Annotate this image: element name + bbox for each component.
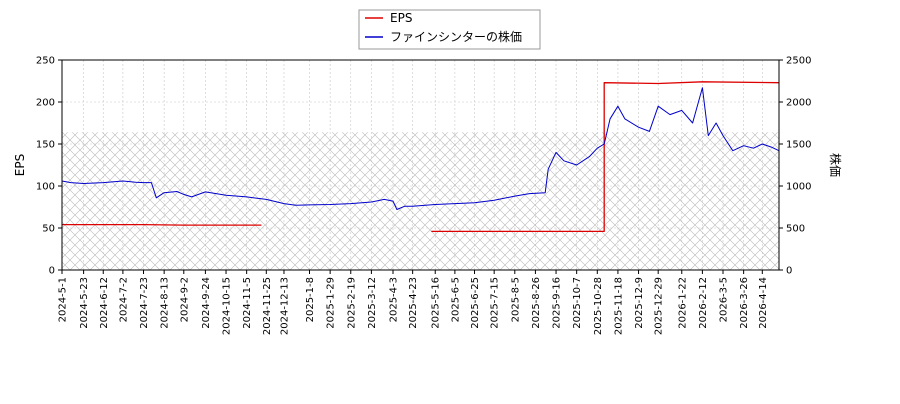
x-tick-label: 2024-9-2 (179, 277, 190, 322)
x-tick-label: 2025-9-16 (552, 277, 563, 329)
x-tick-label: 2025-6-25 (470, 277, 481, 329)
x-tick-label: 2026-4-14 (758, 277, 769, 329)
left-axis-ticks: 0 50 100 150 200 250 (36, 56, 62, 277)
left-tick-label: 200 (36, 98, 55, 109)
series-line-eps (62, 223, 262, 226)
series-line-price (62, 87, 779, 210)
x-tick-label: 2025-4-23 (408, 277, 419, 329)
left-tick-label: 150 (36, 140, 55, 151)
left-tick-label: 0 (49, 266, 55, 277)
x-tick-label: 2025-7-15 (490, 277, 501, 329)
x-tick-label: 2025-10-7 (572, 277, 583, 329)
y-axis-right-title: 株価 (828, 153, 843, 177)
x-tick-label: 2025-1-29 (326, 277, 337, 329)
x-tick-label: 2024-7-2 (118, 277, 129, 322)
legend: EPS ファインシンターの株価 (358, 9, 541, 50)
x-tick-label: 2024-9-24 (201, 277, 212, 329)
x-tick-label: 2025-12-29 (654, 277, 665, 335)
series-line-eps (431, 81, 779, 233)
left-tick-label: 50 (42, 224, 55, 235)
x-axis-ticks: 2024-5-1 2024-5-23 2024-6-12 2024-7-2 2024-7… (58, 270, 769, 335)
x-tick-label: 2024-8-13 (160, 277, 171, 329)
x-tick-label: 2024-6-12 (99, 277, 110, 329)
x-tick-label: 2026-3-5 (719, 277, 730, 322)
left-tick-label: 250 (36, 56, 55, 67)
x-tick-label: 2024-7-23 (139, 277, 150, 329)
x-tick-label: 2025-8-26 (531, 277, 542, 329)
x-tick-label: 2024-12-13 (279, 277, 290, 335)
x-tick-label: 2025-11-18 (613, 277, 624, 335)
x-tick-label: 2024-5-23 (79, 277, 90, 329)
x-tick-label: 2025-8-5 (510, 277, 521, 322)
right-tick-label: 1000 (786, 182, 811, 193)
x-tick-label: 2025-2-19 (346, 277, 357, 329)
right-tick-label: 2500 (786, 56, 811, 67)
x-tick-label: 2025-6-5 (450, 277, 461, 322)
right-axis-ticks: 0 500 1000 1500 2000 2500 (779, 56, 811, 277)
x-tick-label: 2024-5-1 (58, 277, 69, 322)
x-tick-label: 2026-2-12 (698, 277, 709, 329)
x-tick-label: 2025-3-12 (367, 277, 378, 329)
right-tick-label: 0 (786, 266, 792, 277)
x-tick-label: 2025-5-16 (431, 277, 442, 329)
x-tick-label: 2025-10-28 (593, 277, 604, 335)
x-tick-label: 2025-1-8 (305, 277, 316, 322)
right-tick-label: 2000 (786, 98, 811, 109)
x-tick-label: 2026-3-26 (739, 277, 750, 329)
right-tick-label: 500 (786, 224, 805, 235)
x-tick-label: 2026-1-22 (677, 277, 688, 329)
shaded-band (62, 132, 779, 270)
plot-frame (61, 59, 780, 271)
legend-label-eps: EPS (390, 11, 412, 25)
left-tick-label: 100 (36, 182, 55, 193)
right-tick-label: 1500 (786, 140, 811, 151)
x-tick-label: 2024-11-25 (262, 277, 273, 335)
x-tick-label: 2024-11-5 (242, 277, 253, 329)
legend-box (358, 9, 541, 50)
x-tick-label: 2025-4-3 (388, 277, 399, 322)
series-layer (62, 81, 779, 233)
y-axis-left-title: EPS (13, 154, 27, 176)
x-tick-label: 2024-10-15 (222, 277, 233, 335)
legend-label-price: ファインシンターの株価 (390, 29, 522, 44)
x-tick-label: 2025-12-9 (634, 277, 645, 329)
